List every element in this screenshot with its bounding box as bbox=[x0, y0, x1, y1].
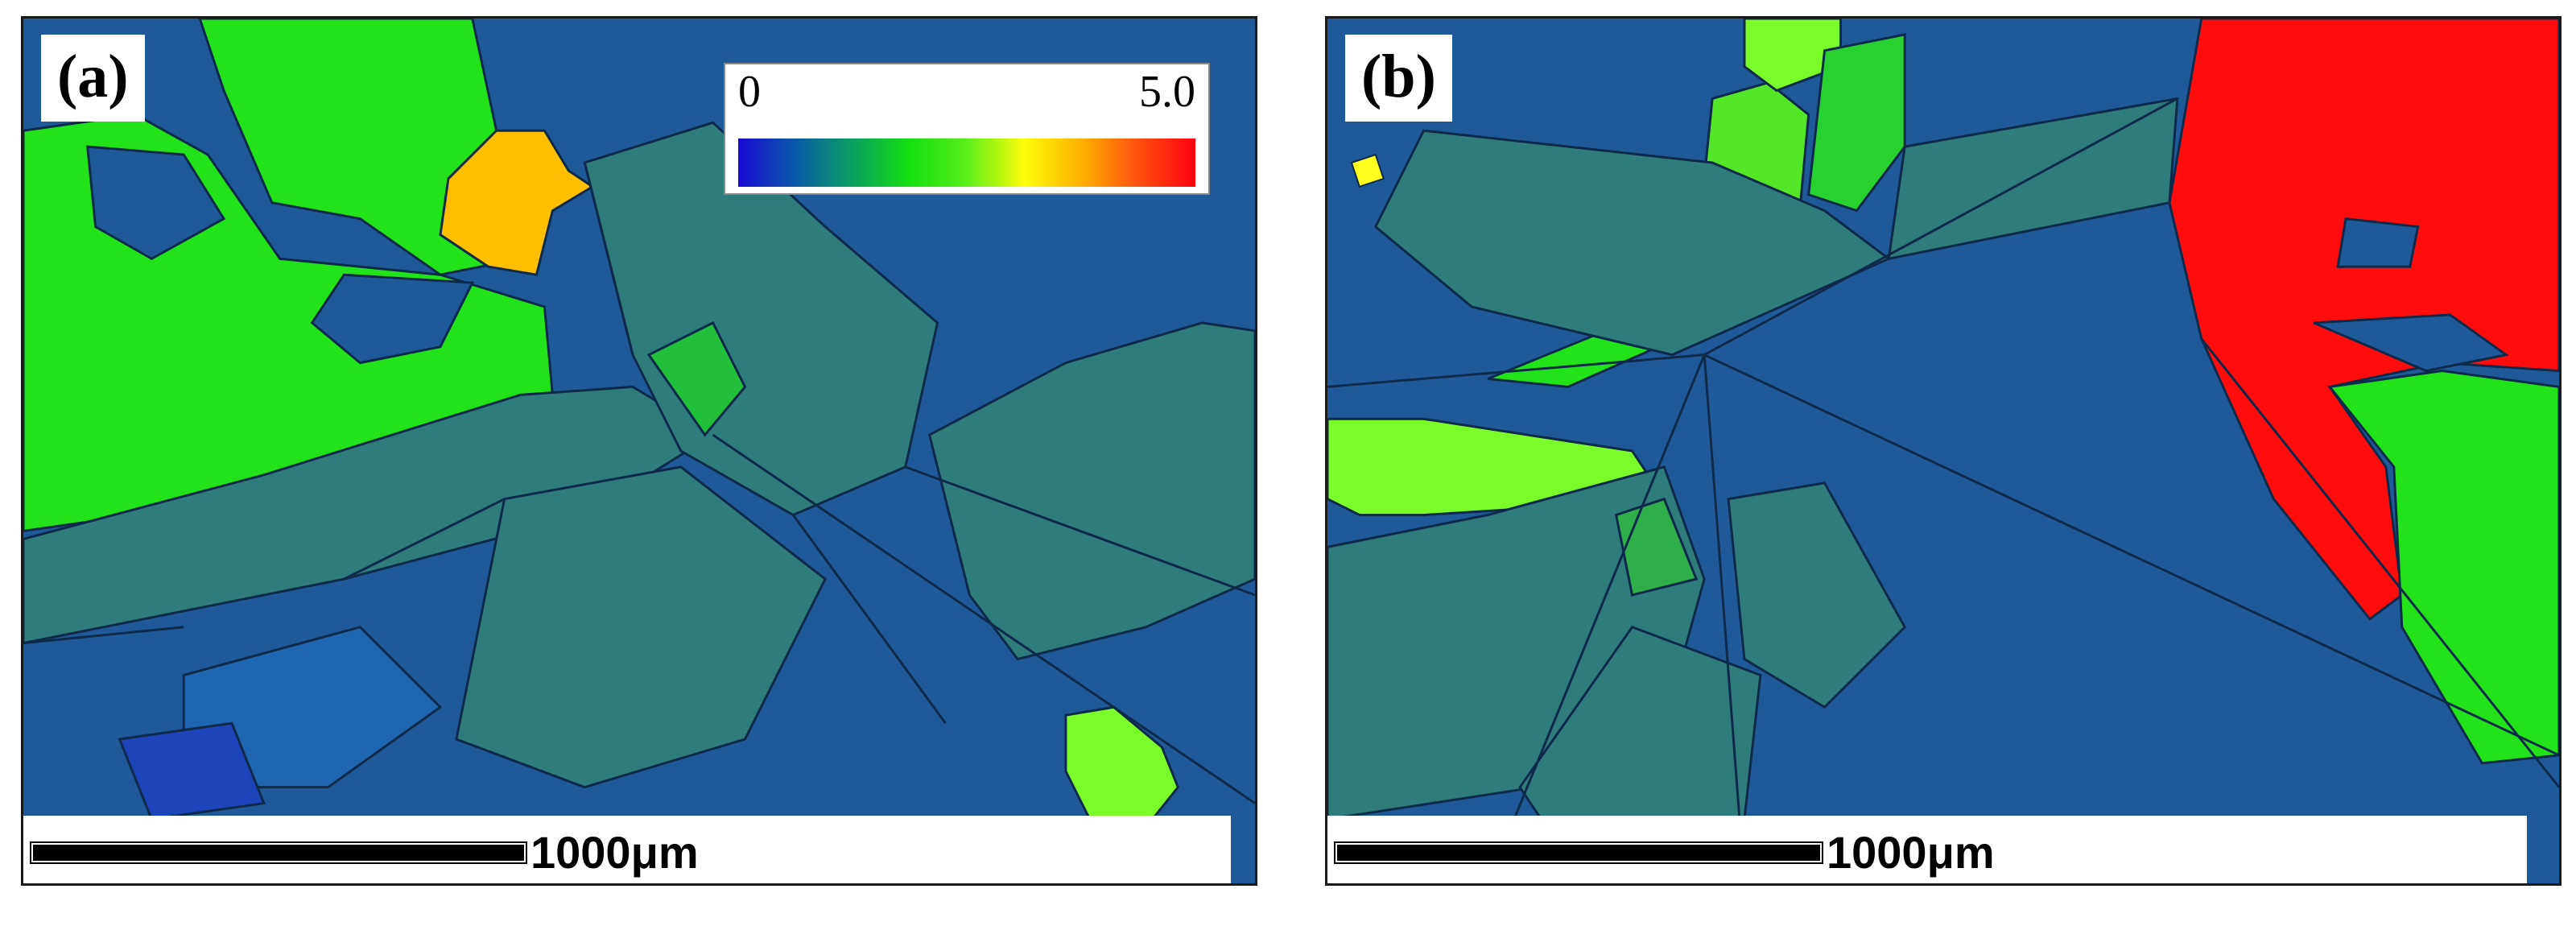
grain-blue bbox=[2336, 217, 2420, 268]
grain-boundaries bbox=[23, 162, 1255, 804]
colorbar-gradient bbox=[738, 138, 1195, 187]
colorbar-max-label: 5.0 bbox=[1139, 67, 1195, 117]
grain-blue bbox=[86, 145, 226, 261]
grain-blue bbox=[118, 721, 266, 821]
grain-teal bbox=[1373, 129, 1892, 357]
grain-yellow bbox=[1350, 153, 1385, 188]
grain-green bbox=[1807, 33, 1906, 213]
scale-label-a: 1000μm bbox=[530, 827, 699, 878]
panel-label-a: (a) bbox=[41, 35, 145, 122]
scale-bar-box-a: 1000μm bbox=[23, 816, 1231, 883]
grain-boundaries bbox=[1327, 97, 2559, 883]
grain-orange bbox=[439, 129, 596, 276]
colorbar: 0 5.0 bbox=[724, 63, 1210, 195]
grain-green bbox=[2327, 370, 2559, 765]
grain-blue bbox=[310, 273, 475, 365]
panel-label-b: (b) bbox=[1345, 35, 1452, 122]
grain-teal bbox=[927, 321, 1255, 661]
grain-blue bbox=[2313, 313, 2509, 373]
ebsd-map-panel-a: (a) 0 5.0 1000μm bbox=[21, 16, 1257, 886]
colorbar-min-label: 0 bbox=[738, 67, 761, 117]
scale-bar-a bbox=[30, 841, 527, 864]
grain-green bbox=[646, 320, 747, 437]
scale-label-b: 1000μm bbox=[1827, 827, 1995, 878]
grain-teal bbox=[1727, 482, 1907, 709]
scale-bar-box-b: 1000μm bbox=[1327, 816, 2527, 883]
grain-lime bbox=[1743, 19, 1842, 93]
scale-bar-b bbox=[1334, 841, 1823, 864]
grain-teal bbox=[455, 465, 827, 789]
ebsd-map-panel-b: (b) 1000μm bbox=[1325, 16, 2562, 886]
ebsd-map-b bbox=[1327, 19, 2559, 883]
